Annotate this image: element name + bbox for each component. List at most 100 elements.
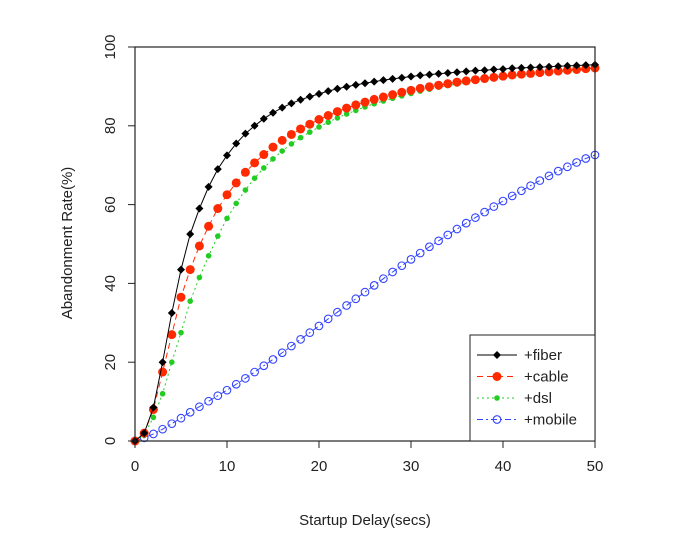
x-tick-label: 40: [495, 458, 512, 475]
data-point-cable: [489, 72, 499, 82]
data-point-mobile: [250, 367, 259, 377]
data-point-fiber: [572, 61, 581, 70]
data-point-fiber: [388, 74, 397, 83]
data-point-fiber: [213, 165, 222, 174]
data-point-mobile: [360, 287, 370, 297]
series-fiber: [131, 60, 599, 445]
x-tick-label: 10: [219, 458, 236, 475]
y-tick-label: 60: [102, 196, 119, 213]
data-point-fiber: [407, 72, 415, 81]
data-point-cable: [296, 124, 306, 134]
data-point-fiber: [416, 71, 425, 80]
data-point-mobile: [167, 419, 177, 429]
legend-marker-mobile: [492, 415, 502, 424]
legend-label-dsl: +dsl: [524, 390, 552, 407]
legend-label-mobile: +mobile: [524, 412, 577, 429]
data-point-cable: [332, 107, 342, 117]
data-point-mobile: [277, 348, 287, 358]
data-point-fiber: [296, 95, 305, 104]
data-point-fiber: [269, 108, 277, 117]
data-point-fiber: [351, 80, 360, 89]
data-point-cable: [378, 92, 388, 102]
data-point-cable: [204, 221, 214, 231]
data-point-cable: [167, 330, 177, 340]
data-point-cable: [185, 265, 195, 275]
data-point-mobile: [231, 379, 241, 389]
data-point-cable: [213, 204, 223, 214]
data-point-fiber: [232, 139, 241, 148]
legend-label-cable: +cable: [524, 369, 569, 386]
data-point-fiber: [397, 73, 406, 82]
data-point-fiber: [140, 429, 149, 438]
y-tick-label: 100: [102, 34, 119, 59]
data-point-mobile: [415, 248, 425, 258]
x-tick-label: 20: [311, 458, 328, 475]
data-point-fiber: [563, 61, 572, 70]
data-point-mobile: [489, 202, 499, 211]
data-point-mobile: [581, 154, 591, 163]
data-point-fiber: [195, 204, 204, 213]
data-point-fiber: [177, 265, 185, 274]
data-point-mobile: [259, 361, 269, 371]
data-point-cable: [369, 94, 379, 104]
legend-marker-fiber: [493, 351, 501, 359]
data-point-fiber: [499, 65, 507, 74]
data-point-dsl: [159, 390, 166, 397]
data-point-fiber: [204, 182, 213, 191]
data-point-dsl: [178, 329, 184, 336]
data-point-dsl: [233, 200, 239, 207]
data-point-cable: [452, 77, 462, 87]
y-tick-label: 40: [102, 275, 119, 292]
data-point-cable: [351, 100, 361, 110]
data-point-dsl: [242, 187, 249, 193]
data-point-fiber: [434, 69, 443, 78]
data-point-fiber: [545, 62, 553, 71]
data-point-fiber: [333, 84, 342, 93]
legend-label-fiber: +fiber: [524, 347, 562, 364]
data-point-mobile: [572, 158, 581, 167]
data-point-mobile: [149, 429, 158, 439]
data-point-mobile: [498, 196, 508, 206]
data-point-cable: [259, 150, 269, 160]
plot-area: [130, 60, 600, 446]
data-point-fiber: [581, 61, 590, 70]
data-point-mobile: [480, 207, 489, 217]
data-point-mobile: [287, 341, 296, 351]
data-point-mobile: [443, 230, 453, 240]
data-point-cable: [507, 70, 517, 80]
data-point-cable: [360, 97, 370, 107]
data-point-fiber: [443, 69, 452, 78]
data-point-cable: [461, 76, 471, 86]
data-point-dsl: [334, 115, 341, 121]
data-point-fiber: [471, 66, 480, 75]
data-point-mobile: [553, 166, 563, 176]
data-point-cable: [498, 71, 508, 81]
data-point-dsl: [224, 215, 230, 222]
data-point-cable: [323, 111, 333, 121]
data-point-cable: [424, 82, 434, 92]
data-point-dsl: [205, 253, 212, 259]
y-tick-label: 0: [102, 437, 119, 445]
legend-box: [469, 334, 596, 442]
data-point-mobile: [342, 301, 351, 310]
data-point-fiber: [526, 63, 535, 72]
data-point-fiber: [287, 99, 296, 108]
data-point-cable: [305, 119, 315, 129]
data-point-mobile: [351, 294, 361, 304]
data-point-mobile: [452, 224, 462, 234]
data-point-dsl: [251, 175, 258, 182]
x-axis-title: Startup Delay(secs): [299, 512, 431, 529]
legend: +fiber +cable +dsl +mobile: [469, 334, 596, 442]
data-point-dsl: [343, 111, 350, 117]
data-point-fiber: [167, 308, 176, 317]
data-point-fiber: [324, 87, 333, 96]
axes: Startup Delay(secs) Abandonment Rate(%) …: [59, 34, 603, 529]
data-point-fiber: [462, 67, 471, 76]
legend-item-fiber: +fiber: [477, 347, 562, 364]
data-point-fiber: [186, 230, 195, 239]
plot-frame: [134, 46, 596, 442]
data-point-mobile: [296, 334, 305, 344]
data-point-fiber: [535, 63, 544, 72]
data-point-mobile: [333, 307, 342, 317]
